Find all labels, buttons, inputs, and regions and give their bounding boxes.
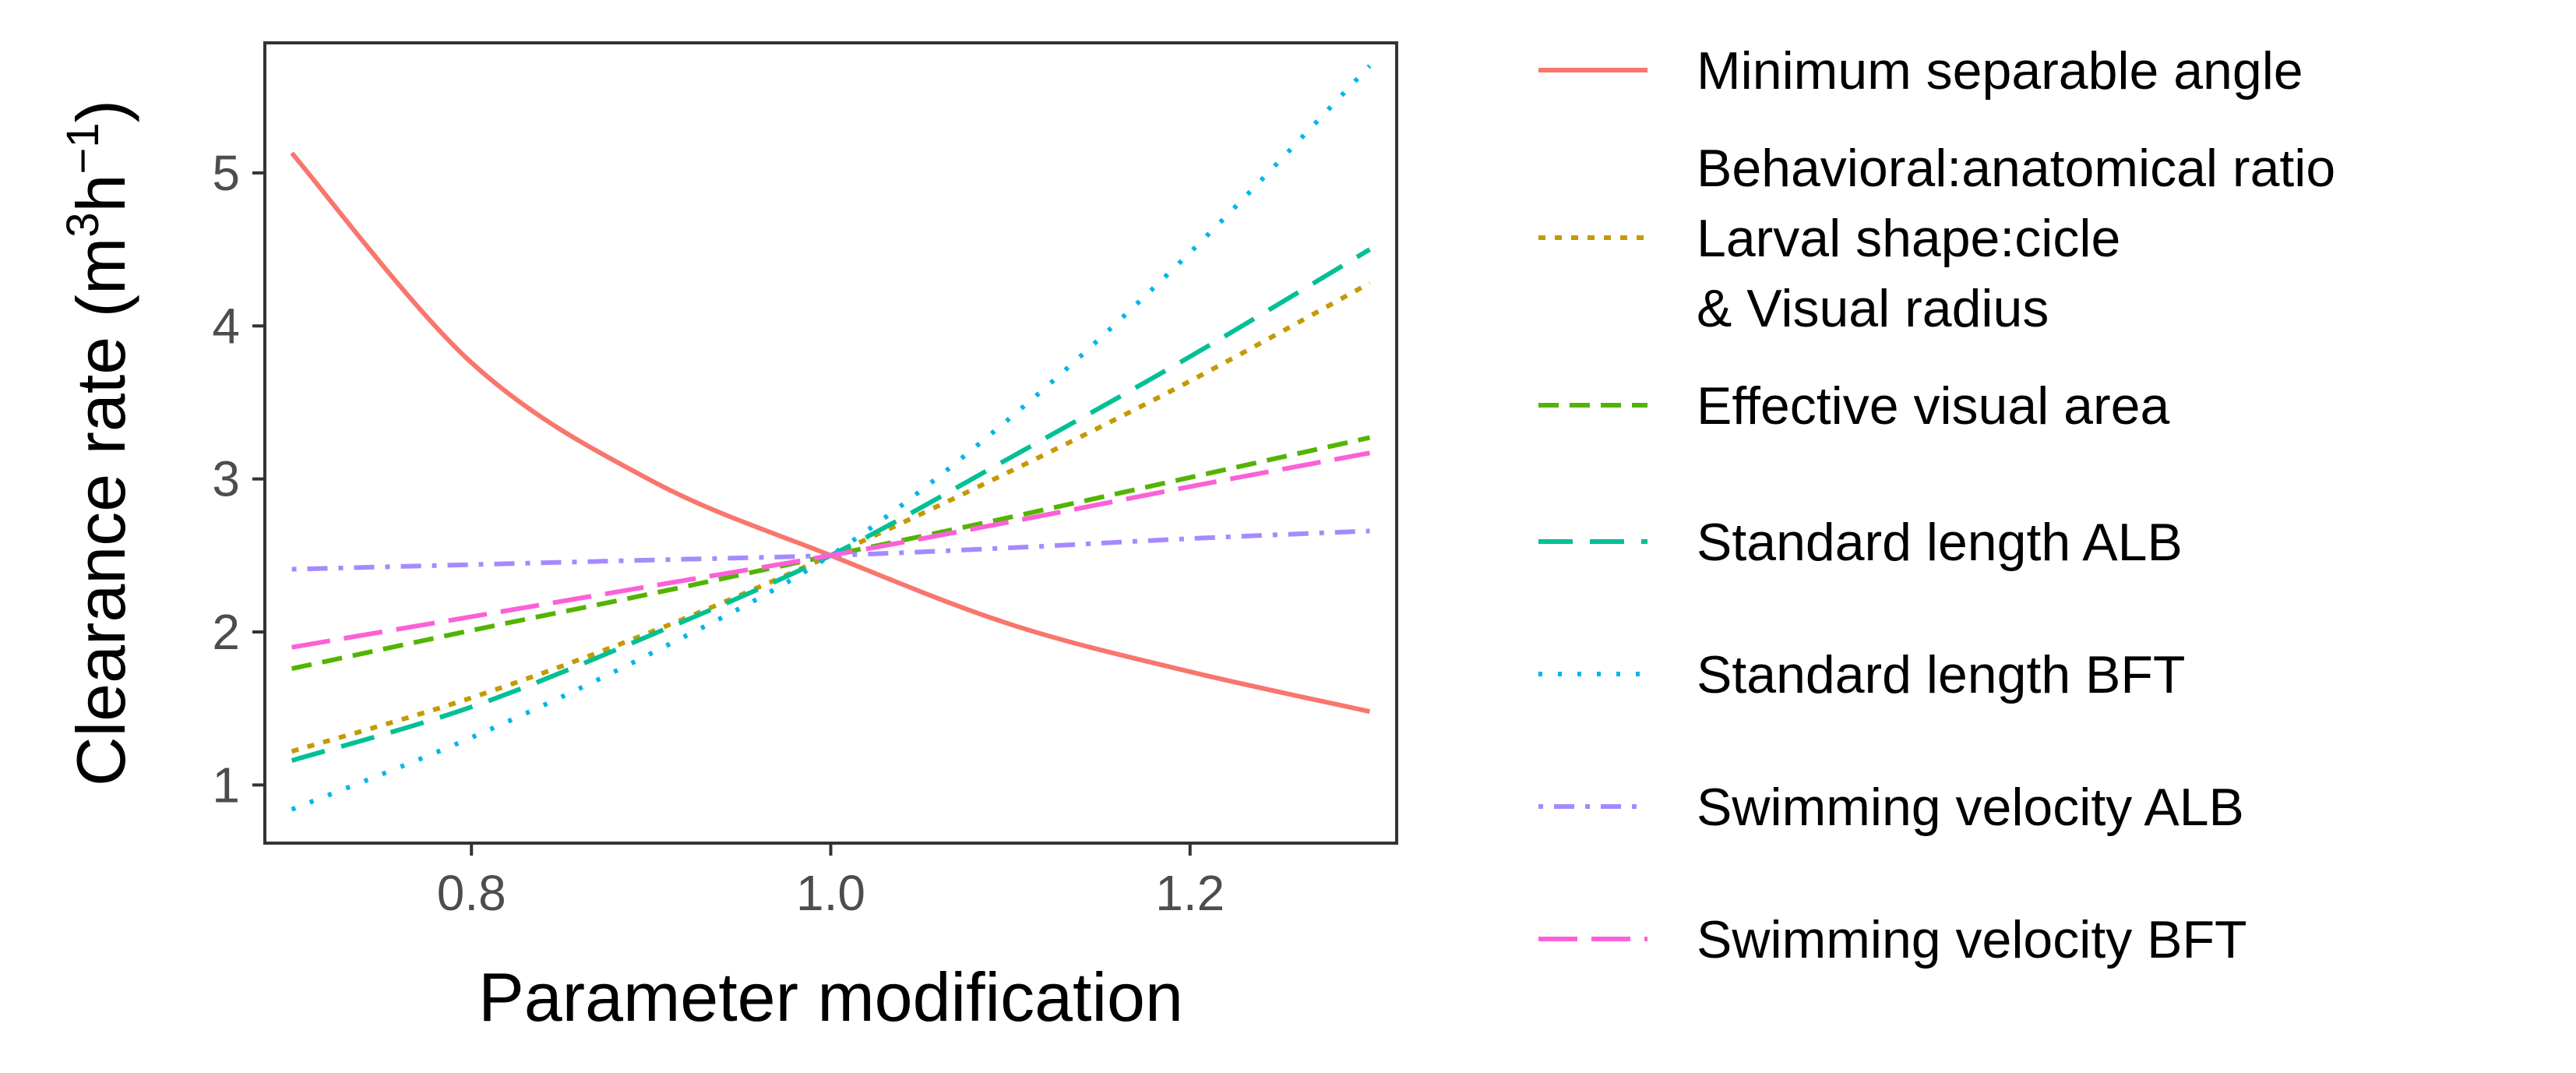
y-axis-title: Clearance rate (m3h−1) [58,100,139,786]
legend-item-standard-length-alb: Standard length ALB [1538,513,2183,572]
y-axis-title-superscript-1: 3 [58,212,108,237]
legend-item-swimming-velocity-bft: Swimming velocity BFT [1538,910,2247,969]
legend-item-behavioral-anatomical-ratio-larval-shape-cicle-visual-radius: Behavioral:anatomical ratio Larval shape:… [1538,139,2335,338]
legend-item-minimum-separable-angle: Minimum separable angle [1538,41,2303,101]
series-layer [290,64,1372,812]
legend-item-swimming-velocity-alb: Swimming velocity ALB [1538,778,2244,837]
legend: Minimum separable angle Behavioral:anatom… [1538,41,2335,969]
series-line-minimum-separable-angle [290,151,1371,715]
legend-label: Behavioral:anatomical ratio [1697,139,2335,198]
legend-label: & Visual radius [1697,279,2049,338]
legend-label: Standard length BFT [1697,645,2185,704]
y-tick-label: 1 [212,757,240,813]
y-axis-title-mid: h [62,174,139,212]
y-tick-label: 3 [212,451,240,507]
x-tick-label: 1.0 [796,865,865,921]
legend-label: Minimum separable angle [1697,41,2303,101]
legend-item-effective-visual-area: Effective visual area [1538,376,2169,436]
x-axis-title: Parameter modification [478,958,1183,1036]
y-axis-title-prefix: Clearance rate (m [62,238,139,786]
legend-label: Swimming velocity ALB [1697,778,2244,837]
y-axis-title-suffix: ) [62,100,139,122]
legend-label: Effective visual area [1697,376,2169,436]
y-axis: 1 2 3 4 5 [212,145,265,813]
legend-label: Standard length ALB [1697,513,2183,572]
x-axis: 0.8 1.0 1.2 [437,843,1225,921]
y-axis-title-superscript-2: −1 [58,122,108,174]
series-line-effective-visual-area [291,435,1371,672]
y-tick-label: 2 [212,604,240,660]
x-tick-label: 0.8 [437,865,506,921]
legend-item-standard-length-bft: Standard length BFT [1538,645,2185,704]
y-tick-label: 5 [212,145,240,201]
legend-label: Swimming velocity BFT [1697,910,2247,969]
series-line-swimming-velocity-bft [291,450,1370,650]
x-tick-label: 1.2 [1155,865,1225,921]
legend-label: Larval shape:cicle [1697,209,2120,268]
series-line-standard-length-bft [291,64,1372,812]
y-tick-label: 4 [212,298,240,354]
